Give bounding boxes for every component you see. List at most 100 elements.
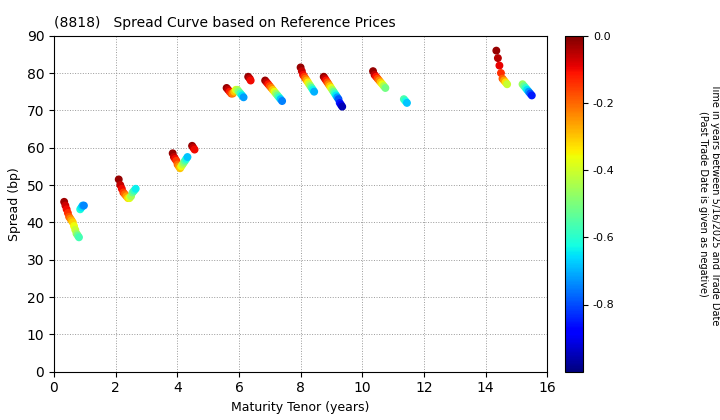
Point (495, 70, 507, 76)
Point (117, 189, 129, 196)
Point (77, 202, 89, 209)
Point (177, 161, 189, 168)
Point (114, 182, 126, 189)
Point (244, 75, 256, 82)
Point (243, 74, 254, 80)
Point (74, 206, 86, 213)
Point (323, 81, 334, 88)
Point (276, 98, 288, 105)
Point (306, 84, 318, 91)
Point (370, 74, 382, 80)
Point (72, 232, 84, 239)
Point (501, 81, 513, 88)
Point (116, 185, 127, 192)
Point (305, 83, 316, 89)
Point (235, 90, 246, 97)
Point (325, 84, 337, 91)
Point (70, 226, 81, 233)
Point (259, 77, 271, 84)
Point (62, 210, 73, 216)
Point (524, 90, 536, 97)
Point (61, 206, 73, 213)
Point (336, 101, 347, 108)
Point (517, 81, 528, 88)
Point (236, 92, 248, 99)
Point (302, 79, 314, 86)
Point (375, 79, 387, 86)
Point (329, 90, 341, 97)
Point (336, 103, 348, 110)
Point (224, 88, 235, 95)
Point (232, 87, 243, 93)
Point (299, 74, 310, 80)
Point (230, 87, 242, 93)
Point (400, 98, 411, 105)
Point (263, 81, 274, 88)
Point (401, 100, 413, 106)
Y-axis label: Time in years between 5/16/2025 and Trade Date
(Past Trade Date is given as nega: Time in years between 5/16/2025 and Trad… (698, 82, 719, 325)
Point (71, 230, 82, 237)
Point (271, 92, 283, 99)
Point (518, 83, 530, 89)
Point (369, 71, 380, 78)
Point (303, 81, 315, 88)
Point (267, 87, 279, 93)
Point (169, 155, 181, 162)
Point (498, 77, 510, 84)
Text: (8818)   Spread Curve based on Reference Prices: (8818) Spread Curve based on Reference P… (54, 16, 395, 30)
Point (124, 195, 135, 202)
Point (188, 144, 199, 151)
Point (490, 47, 502, 54)
Point (308, 88, 320, 95)
Point (122, 195, 134, 202)
Point (176, 163, 187, 170)
Point (119, 191, 130, 198)
Point (222, 87, 234, 93)
Point (327, 87, 338, 93)
Point (269, 88, 280, 95)
Point (172, 161, 184, 168)
Point (130, 185, 141, 192)
Point (331, 94, 343, 101)
Point (521, 87, 533, 93)
Point (261, 79, 272, 86)
Point (238, 94, 249, 101)
Y-axis label: Spread (bp): Spread (bp) (8, 167, 21, 241)
Point (245, 77, 256, 84)
Point (523, 88, 534, 95)
Point (179, 158, 191, 164)
Point (275, 96, 287, 102)
Point (492, 55, 504, 61)
Point (67, 219, 78, 226)
Point (328, 88, 339, 95)
Point (367, 68, 379, 74)
Point (264, 83, 276, 89)
Point (68, 223, 80, 229)
Point (60, 202, 71, 209)
Point (497, 75, 508, 82)
Point (125, 193, 137, 199)
Point (78, 202, 90, 209)
Point (372, 75, 384, 82)
Point (324, 83, 336, 89)
Point (168, 154, 180, 160)
Point (322, 79, 333, 86)
Point (233, 88, 245, 95)
Point (296, 68, 307, 74)
Point (189, 146, 200, 153)
Point (228, 88, 240, 95)
Point (221, 84, 233, 91)
Point (374, 77, 385, 84)
Point (173, 163, 184, 170)
Point (65, 215, 76, 222)
Point (301, 77, 312, 84)
Point (270, 90, 282, 97)
Point (319, 75, 330, 82)
Point (320, 77, 332, 84)
Point (63, 213, 75, 220)
Point (333, 96, 344, 102)
Point (225, 90, 237, 97)
Point (274, 94, 285, 101)
Point (121, 193, 132, 199)
Point (174, 165, 186, 172)
